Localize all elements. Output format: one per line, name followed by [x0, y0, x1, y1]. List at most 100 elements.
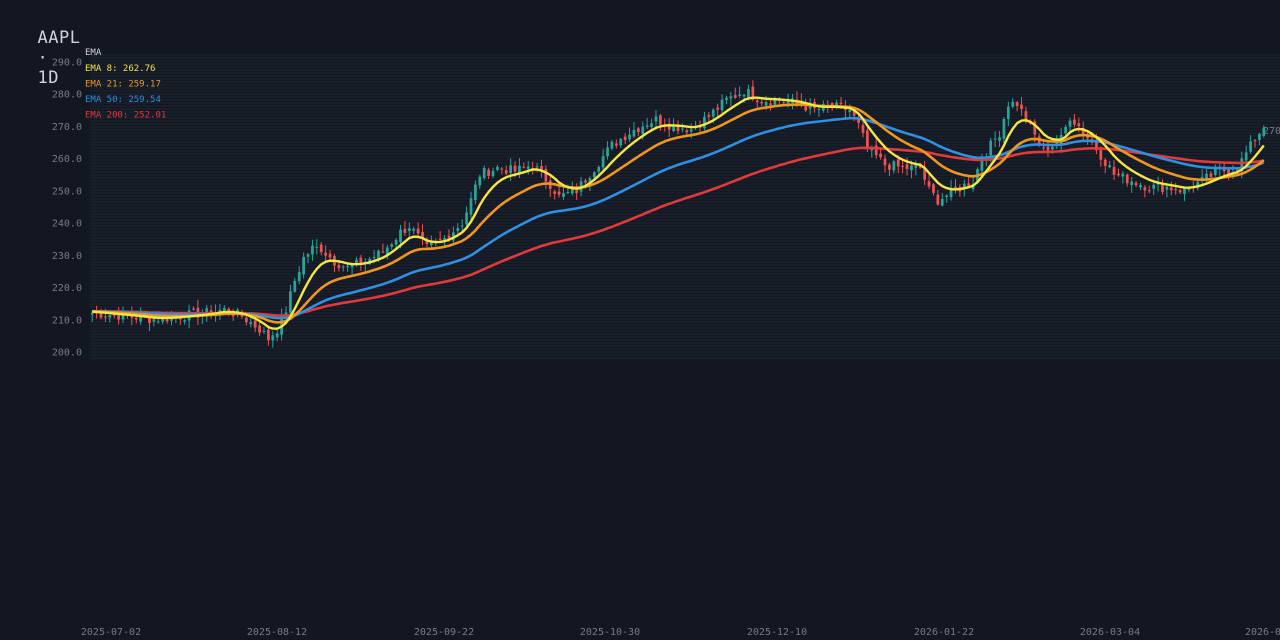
y-tick-label: 290.0: [52, 57, 82, 68]
candle-body: [558, 191, 561, 194]
candle-body: [729, 96, 732, 98]
candle-body: [311, 246, 314, 255]
candle-body: [258, 326, 261, 333]
candle-body: [1007, 107, 1010, 119]
ema-legend: EMAEMA 8: 262.76EMA 21: 259.17EMA 50: 25…: [85, 48, 166, 121]
candle-body: [981, 160, 984, 171]
candle-body: [337, 265, 340, 268]
candle-body: [897, 159, 900, 166]
candle-body: [135, 318, 138, 320]
candle-body: [1214, 169, 1217, 175]
candle-body: [650, 123, 653, 127]
candle-body: [892, 161, 895, 170]
candle-body: [567, 192, 570, 193]
candle-body: [1170, 188, 1173, 191]
candle-body: [505, 170, 508, 174]
candle-body: [690, 129, 693, 131]
x-axis: 2025-07-02 2025-08-12 2025-09-22 2025-10-30…: [81, 627, 1280, 638]
candle-body: [329, 254, 332, 258]
candle-body: [884, 159, 887, 166]
candle-body: [1183, 188, 1186, 194]
candle-body: [597, 167, 600, 171]
candle-body: [1108, 165, 1111, 167]
candle-body: [562, 193, 565, 197]
candle-body: [1099, 150, 1102, 160]
candle-body: [553, 191, 556, 194]
y-tick-label: 220.0: [52, 283, 82, 294]
candle-body: [1245, 152, 1248, 160]
candle-body: [747, 89, 750, 97]
candle-body: [1144, 187, 1147, 190]
candle-body: [941, 199, 944, 206]
candle-body: [536, 166, 539, 167]
candle-body: [249, 322, 252, 324]
candle-body: [302, 257, 305, 274]
candle-body: [615, 143, 618, 145]
x-tick-label: 2026-0: [1245, 627, 1280, 638]
candle-body: [509, 165, 512, 173]
candle-body: [628, 135, 631, 140]
candle-body: [888, 165, 891, 170]
candle-body: [1104, 160, 1107, 166]
candle-body: [1166, 187, 1169, 190]
candle-body: [417, 229, 420, 234]
candle-body: [655, 116, 658, 121]
candle-body: [342, 267, 345, 268]
last-price-text: 270: [1263, 126, 1280, 137]
candle-body: [91, 313, 94, 315]
candle-body: [483, 168, 486, 178]
candle-body: [1135, 183, 1138, 185]
candle-body: [712, 110, 715, 117]
candle-body: [703, 117, 706, 128]
candle-body: [1117, 174, 1120, 176]
candle-body: [1073, 119, 1076, 124]
candle-body: [315, 247, 318, 248]
candle-body: [738, 94, 741, 96]
candle-body: [862, 125, 865, 133]
candle-body: [408, 228, 411, 231]
candle-body: [1069, 121, 1072, 127]
legend-entry-ema-50: EMA 50: 259.54: [85, 95, 161, 105]
candle-body: [500, 169, 503, 170]
candle-body: [928, 181, 931, 186]
candle-body: [641, 127, 644, 134]
candle-body: [637, 128, 640, 132]
candle-body: [1139, 185, 1142, 187]
candle-body: [756, 101, 759, 103]
candle-body: [307, 254, 310, 257]
candle-body: [192, 309, 195, 310]
candle-body: [936, 195, 939, 205]
candle-body: [743, 95, 746, 96]
candle-body: [320, 245, 323, 253]
candle-body: [157, 322, 160, 323]
candle-body: [298, 272, 301, 281]
candle-body: [1210, 173, 1213, 177]
x-tick-label: 2025-08-12: [247, 627, 307, 638]
candle-body: [840, 103, 843, 105]
candle-body: [395, 240, 398, 245]
candle-body: [152, 319, 155, 321]
candle-body: [487, 170, 490, 176]
candle-body: [1003, 119, 1006, 139]
candle-body: [906, 164, 909, 169]
candle-body: [404, 229, 407, 233]
candle-body: [522, 167, 525, 168]
candle-body: [1121, 173, 1124, 176]
candle-body: [271, 335, 274, 340]
candle-body: [324, 253, 327, 256]
candle-body: [1152, 185, 1155, 189]
candle-body: [1020, 104, 1023, 108]
candle-body: [1174, 189, 1177, 190]
candle-body: [1051, 147, 1054, 150]
candle-body: [681, 129, 684, 130]
candle-body: [1011, 102, 1014, 107]
candle-body: [734, 95, 737, 98]
y-tick-label: 240.0: [52, 219, 82, 230]
x-tick-label: 2026-03-04: [1080, 627, 1140, 638]
candle-body: [866, 131, 869, 148]
candle-body: [575, 190, 578, 193]
y-axis: 290.0 280.0 270.0 260.0 250.0 240.0 230.0 220.0…: [52, 57, 82, 358]
candle-body: [932, 184, 935, 193]
candle-body: [685, 130, 688, 132]
